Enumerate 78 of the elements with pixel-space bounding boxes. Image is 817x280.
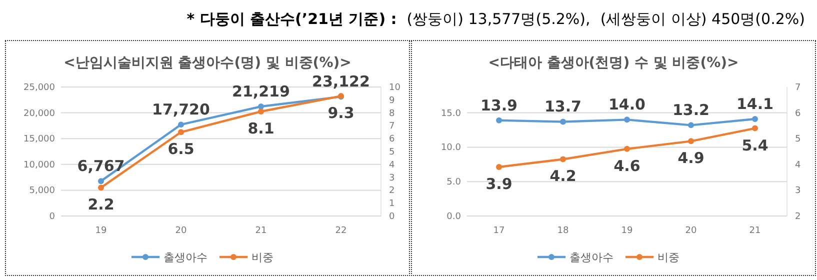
y2-tick-label: 7 xyxy=(795,83,801,93)
y2-tick-label: 8 xyxy=(389,108,395,119)
x-tick-label: 21 xyxy=(749,226,761,236)
y2-tick-label: 2 xyxy=(795,212,801,222)
data-label: 13.7 xyxy=(544,98,582,116)
data-label: 14.1 xyxy=(736,94,774,113)
point xyxy=(496,164,502,170)
point xyxy=(752,125,758,132)
y-tick-label: 25,000 xyxy=(24,83,56,93)
data-label: 5.4 xyxy=(742,136,768,154)
point xyxy=(624,116,630,123)
point xyxy=(560,118,566,125)
point xyxy=(560,156,566,162)
x-tick-label: 20 xyxy=(175,226,187,236)
y-tick-label: 5,000 xyxy=(29,186,56,196)
y2-tick-label: 1 xyxy=(389,199,395,210)
data-label: 13.2 xyxy=(672,101,710,120)
chart-title: <다태아 출생아(천명) 수 및 비중(%)> xyxy=(488,55,739,71)
data-label: 13.9 xyxy=(480,96,518,114)
point xyxy=(178,129,184,136)
x-tick-label: 21 xyxy=(255,226,267,236)
y2-tick-label: 6 xyxy=(795,108,801,119)
y-tick-label: 20,000 xyxy=(24,108,56,119)
y2-tick-label: 10 xyxy=(389,83,401,93)
data-label: 4.9 xyxy=(678,149,704,168)
point xyxy=(98,178,104,184)
point xyxy=(496,117,502,124)
y2-tick-label: 6 xyxy=(389,134,395,145)
x-tick-label: 22 xyxy=(335,226,347,236)
y2-tick-label: 9 xyxy=(389,96,395,106)
y-tick-label: 5.0 xyxy=(446,178,462,188)
point xyxy=(752,116,758,122)
x-tick-label: 18 xyxy=(557,226,569,236)
point xyxy=(178,122,184,128)
y-tick-label: 15.0 xyxy=(440,108,462,119)
text: (쌍둥이) 13,577명(5.2%), xyxy=(406,10,590,28)
text: (세쌍둥이 이상) 450명(0.2%) xyxy=(600,10,805,28)
y2-tick-label: 5 xyxy=(795,134,801,145)
y2-tick-label: 3 xyxy=(795,186,801,196)
point xyxy=(624,146,630,152)
data-label: 9.3 xyxy=(328,104,354,122)
data-label: 3.9 xyxy=(486,174,512,193)
legend-label: 비중 xyxy=(252,251,274,264)
x-tick-label: 20 xyxy=(685,226,697,236)
point xyxy=(258,108,264,115)
y-tick-label: 10.0 xyxy=(440,143,462,154)
data-label: 23,122 xyxy=(312,72,370,91)
y-tick-label: 0.0 xyxy=(446,212,462,222)
y-tick-label: 0 xyxy=(49,212,56,222)
legend-label: 비중 xyxy=(658,251,680,264)
point xyxy=(688,138,694,144)
data-label: 4.2 xyxy=(550,167,576,186)
chart-title: <난임시술비지원 출생아수(명) 및 비중(%)> xyxy=(64,55,352,71)
y-tick-label: 10,000 xyxy=(24,160,56,170)
data-label: 8.1 xyxy=(248,120,274,138)
point xyxy=(688,122,694,128)
data-label: 17,720 xyxy=(152,100,210,119)
legend-label: 출생아수 xyxy=(164,251,208,264)
legend-label: 출생아수 xyxy=(570,251,614,264)
data-label: 21,219 xyxy=(232,82,290,101)
y2-tick-label: 2 xyxy=(389,186,395,196)
text: * 다둥이 출산수(’21년 기준) : xyxy=(186,10,397,28)
y2-tick-label: 5 xyxy=(389,148,395,158)
point xyxy=(98,184,104,191)
x-tick-label: 19 xyxy=(621,226,633,236)
y2-tick-label: 4 xyxy=(389,160,395,170)
x-tick-label: 17 xyxy=(493,226,505,236)
y-tick-label: 15,000 xyxy=(24,134,56,145)
data-label: 14.0 xyxy=(608,96,646,114)
y2-tick-label: 3 xyxy=(389,173,395,184)
y2-tick-label: 4 xyxy=(795,160,801,170)
data-label: 2.2 xyxy=(88,196,114,214)
data-label: 4.6 xyxy=(614,156,640,175)
y2-tick-label: 7 xyxy=(389,122,395,132)
data-label: 6,767 xyxy=(77,157,125,176)
data-label: 6.5 xyxy=(168,140,194,158)
x-tick-label: 19 xyxy=(95,226,107,236)
y2-tick-label: 0 xyxy=(389,212,395,222)
